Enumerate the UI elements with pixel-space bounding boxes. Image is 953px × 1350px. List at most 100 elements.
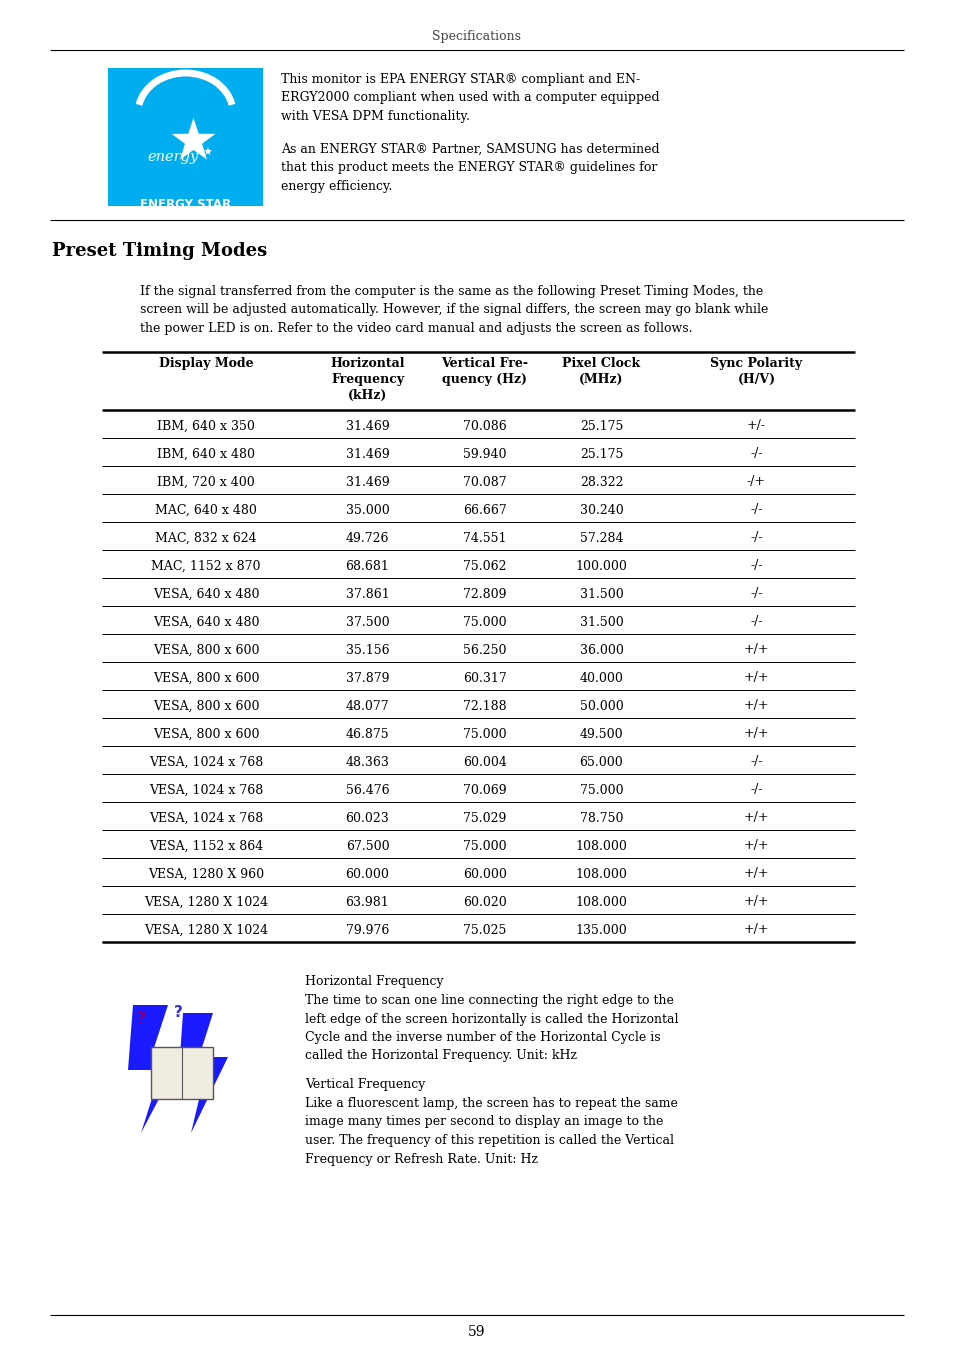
Text: IBM, 720 x 400: IBM, 720 x 400 — [157, 475, 254, 489]
Text: 75.062: 75.062 — [463, 559, 506, 572]
Text: ?: ? — [173, 1004, 182, 1021]
Text: -/-: -/- — [749, 616, 762, 629]
Text: 108.000: 108.000 — [575, 895, 627, 909]
Text: 75.025: 75.025 — [463, 923, 506, 937]
Text: -/-: -/- — [749, 447, 762, 460]
Text: +/+: +/+ — [743, 811, 768, 825]
Text: VESA, 800 x 600: VESA, 800 x 600 — [152, 699, 259, 713]
Text: 135.000: 135.000 — [575, 923, 627, 937]
Text: +/-: +/- — [746, 420, 765, 432]
Bar — [108, 178, 263, 207]
Text: 31.500: 31.500 — [579, 616, 622, 629]
Text: VESA, 800 x 600: VESA, 800 x 600 — [152, 728, 259, 741]
Text: 35.000: 35.000 — [345, 504, 389, 517]
Text: 75.000: 75.000 — [579, 783, 622, 796]
Text: 65.000: 65.000 — [579, 756, 622, 768]
Text: VESA, 1280 X 1024: VESA, 1280 X 1024 — [144, 895, 268, 909]
Text: 100.000: 100.000 — [575, 559, 627, 572]
Text: 28.322: 28.322 — [579, 475, 622, 489]
Text: +/+: +/+ — [743, 840, 768, 852]
Text: 63.981: 63.981 — [345, 895, 389, 909]
Text: ?: ? — [135, 1010, 146, 1027]
Text: 60.317: 60.317 — [462, 671, 506, 684]
Text: MAC, 832 x 624: MAC, 832 x 624 — [155, 532, 256, 544]
Text: 75.000: 75.000 — [463, 840, 506, 852]
Text: 40.000: 40.000 — [579, 671, 622, 684]
Text: 49.500: 49.500 — [579, 728, 622, 741]
Text: 67.500: 67.500 — [345, 840, 389, 852]
Text: 75.000: 75.000 — [463, 728, 506, 741]
Text: 49.726: 49.726 — [345, 532, 389, 544]
Text: Horizontal Frequency: Horizontal Frequency — [305, 975, 443, 988]
Text: VESA, 640 x 480: VESA, 640 x 480 — [152, 616, 259, 629]
Text: 31.469: 31.469 — [345, 475, 389, 489]
Text: As an ENERGY STAR® Partner, SAMSUNG has determined
that this product meets the E: As an ENERGY STAR® Partner, SAMSUNG has … — [281, 143, 659, 193]
Text: VESA, 640 x 480: VESA, 640 x 480 — [152, 587, 259, 601]
Text: 74.551: 74.551 — [463, 532, 506, 544]
Text: 60.000: 60.000 — [345, 868, 389, 880]
Text: +/+: +/+ — [743, 699, 768, 713]
Text: +/+: +/+ — [743, 923, 768, 937]
Text: 59.940: 59.940 — [463, 447, 506, 460]
Text: 79.976: 79.976 — [345, 923, 389, 937]
Text: -/-: -/- — [749, 783, 762, 796]
Text: 37.879: 37.879 — [345, 671, 389, 684]
Text: 75.029: 75.029 — [463, 811, 506, 825]
Text: 37.861: 37.861 — [345, 587, 389, 601]
Text: 30.240: 30.240 — [579, 504, 622, 517]
Text: 60.004: 60.004 — [462, 756, 506, 768]
Text: VESA, 1024 x 768: VESA, 1024 x 768 — [149, 756, 263, 768]
Text: +/+: +/+ — [743, 728, 768, 741]
Text: Specifications: Specifications — [432, 30, 521, 43]
Bar — [108, 68, 263, 207]
Text: VESA, 1024 x 768: VESA, 1024 x 768 — [149, 783, 263, 796]
Text: Display Mode: Display Mode — [158, 356, 253, 370]
Text: 60.000: 60.000 — [462, 868, 506, 880]
Text: -/+: -/+ — [746, 475, 765, 489]
Text: 60.023: 60.023 — [345, 811, 389, 825]
Text: 72.809: 72.809 — [463, 587, 506, 601]
Text: IBM, 640 x 480: IBM, 640 x 480 — [157, 447, 254, 460]
Text: 70.087: 70.087 — [463, 475, 506, 489]
Text: 70.069: 70.069 — [463, 783, 506, 796]
Text: 59: 59 — [468, 1324, 485, 1339]
Text: +/+: +/+ — [743, 868, 768, 880]
Text: 78.750: 78.750 — [579, 811, 622, 825]
PathPatch shape — [172, 117, 215, 159]
Text: 72.188: 72.188 — [463, 699, 506, 713]
Text: 46.875: 46.875 — [345, 728, 389, 741]
Text: -/-: -/- — [749, 756, 762, 768]
Text: VESA, 1280 X 960: VESA, 1280 X 960 — [148, 868, 264, 880]
Text: 70.086: 70.086 — [462, 420, 506, 432]
Text: 50.000: 50.000 — [579, 699, 622, 713]
Text: MAC, 1152 x 870: MAC, 1152 x 870 — [152, 559, 260, 572]
Text: 25.175: 25.175 — [579, 420, 622, 432]
Text: -/-: -/- — [749, 559, 762, 572]
Text: -/-: -/- — [749, 587, 762, 601]
Text: This monitor is EPA ENERGY STAR® compliant and EN-
ERGY2000 compliant when used : This monitor is EPA ENERGY STAR® complia… — [281, 73, 659, 123]
Text: 108.000: 108.000 — [575, 840, 627, 852]
Text: 56.250: 56.250 — [463, 644, 506, 656]
Text: 37.500: 37.500 — [345, 616, 389, 629]
Text: ★: ★ — [202, 148, 213, 158]
Text: 48.363: 48.363 — [345, 756, 389, 768]
Text: VESA, 1152 x 864: VESA, 1152 x 864 — [149, 840, 263, 852]
Polygon shape — [128, 1004, 181, 1133]
Text: 57.284: 57.284 — [579, 532, 622, 544]
Text: +/+: +/+ — [743, 671, 768, 684]
Text: Preset Timing Modes: Preset Timing Modes — [52, 242, 267, 261]
Text: 35.156: 35.156 — [345, 644, 389, 656]
Text: Pixel Clock
(MHz): Pixel Clock (MHz) — [562, 356, 639, 386]
Text: -/-: -/- — [749, 504, 762, 517]
Text: 48.077: 48.077 — [345, 699, 389, 713]
Text: 108.000: 108.000 — [575, 868, 627, 880]
Text: VESA, 800 x 600: VESA, 800 x 600 — [152, 671, 259, 684]
Text: 36.000: 36.000 — [579, 644, 622, 656]
Text: +/+: +/+ — [743, 895, 768, 909]
Text: 31.469: 31.469 — [345, 447, 389, 460]
Text: If the signal transferred from the computer is the same as the following Preset : If the signal transferred from the compu… — [140, 285, 767, 335]
Text: The time to scan one line connecting the right edge to the
left edge of the scre: The time to scan one line connecting the… — [305, 994, 678, 1062]
Text: VESA, 1024 x 768: VESA, 1024 x 768 — [149, 811, 263, 825]
Text: Vertical Frequency: Vertical Frequency — [305, 1079, 425, 1091]
Text: +/+: +/+ — [743, 644, 768, 656]
